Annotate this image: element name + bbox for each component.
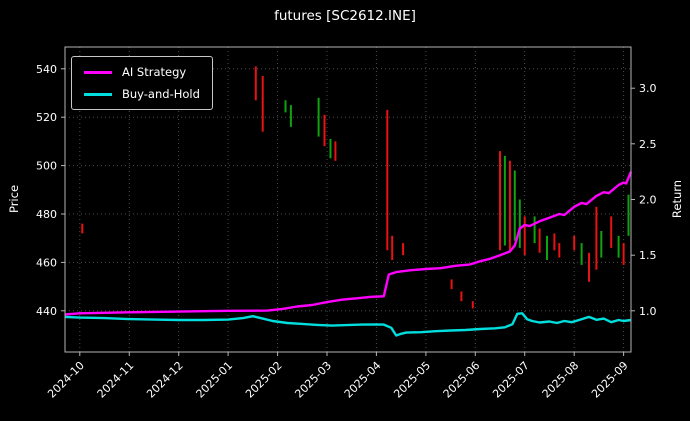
legend-label-ai-strategy: AI Strategy: [122, 65, 187, 79]
legend-item-buy-and-hold: Buy-and-Hold: [84, 87, 200, 101]
legend-item-ai-strategy: AI Strategy: [84, 65, 200, 79]
legend-label-buy-and-hold: Buy-and-Hold: [122, 87, 200, 101]
svg-text:2025-04: 2025-04: [342, 359, 384, 401]
svg-text:2.0: 2.0: [639, 194, 657, 207]
svg-text:460: 460: [36, 256, 57, 269]
svg-text:2024-12: 2024-12: [144, 359, 186, 401]
svg-text:2025-03: 2025-03: [292, 359, 334, 401]
svg-text:2025-09: 2025-09: [589, 359, 631, 401]
svg-text:2025-05: 2025-05: [391, 359, 433, 401]
grid: [65, 47, 631, 352]
ai-strategy-line: [64, 171, 633, 316]
svg-text:2024-11: 2024-11: [95, 359, 137, 401]
svg-text:540: 540: [36, 63, 57, 76]
svg-text:2024-10: 2024-10: [45, 359, 87, 401]
svg-text:500: 500: [36, 160, 57, 173]
svg-text:2025-06: 2025-06: [441, 359, 483, 401]
svg-text:1.0: 1.0: [639, 305, 657, 318]
svg-text:2025-01: 2025-01: [194, 359, 236, 401]
svg-text:2025-08: 2025-08: [540, 359, 582, 401]
buy-and-hold-line-swatch: [84, 92, 112, 96]
svg-text:440: 440: [36, 305, 57, 318]
svg-text:2025-02: 2025-02: [243, 359, 285, 401]
legend: AI Strategy Buy-and-Hold: [71, 56, 213, 110]
buy-and-hold-line: [64, 312, 632, 337]
candlesticks: [81, 66, 630, 309]
chart-title: futures [SC2612.INE]: [274, 8, 416, 24]
svg-text:480: 480: [36, 208, 57, 221]
svg-text:2.5: 2.5: [639, 138, 657, 151]
ai-strategy-line-swatch: [84, 70, 112, 74]
svg-text:1.5: 1.5: [639, 249, 657, 262]
svg-text:3.0: 3.0: [639, 82, 657, 95]
svg-text:2025-07: 2025-07: [490, 359, 532, 401]
svg-text:520: 520: [36, 111, 57, 124]
